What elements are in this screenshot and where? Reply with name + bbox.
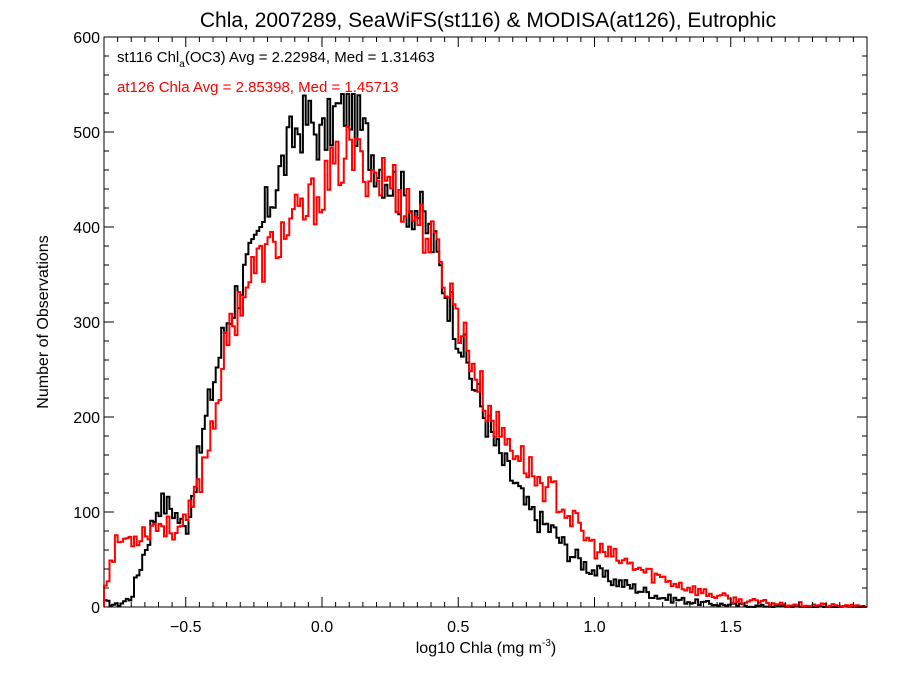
legend-st116: st116 Chla(OC3) Avg = 2.22984, Med = 1.3… bbox=[117, 49, 435, 70]
legend-st116-sub: a bbox=[179, 59, 185, 70]
x-axis-label: log10 Chla (mg m-3) bbox=[416, 638, 557, 657]
y-tick-label: 600 bbox=[73, 30, 100, 47]
y-tick-label: 500 bbox=[73, 125, 100, 142]
y-tick-label: 300 bbox=[73, 315, 100, 332]
y-tick-label: 0 bbox=[91, 600, 100, 617]
plot-area bbox=[103, 36, 868, 608]
series-line-st116 bbox=[103, 93, 867, 608]
x-axis-label-end: ) bbox=[551, 640, 556, 657]
x-tick-label: −0.5 bbox=[170, 619, 202, 636]
series-line-at126 bbox=[103, 125, 867, 608]
x-tick-label: 0.0 bbox=[311, 619, 333, 636]
x-axis-label-main: log10 Chla (mg m bbox=[416, 640, 542, 657]
y-tick-label: 100 bbox=[73, 505, 100, 522]
legend-st116-pre: st116 Chl bbox=[117, 49, 179, 66]
y-tick-label: 400 bbox=[73, 220, 100, 237]
x-axis-label-sup: -3 bbox=[542, 638, 551, 649]
axes-layer: −0.5 0.0 0.5 1.0 1.5 0 100 200 300 400 500 600 bbox=[73, 30, 867, 636]
series-layer bbox=[103, 93, 867, 608]
y-tick-label: 200 bbox=[73, 410, 100, 427]
plot-frame bbox=[103, 36, 868, 608]
y-axis-label: Number of Observations bbox=[35, 235, 52, 408]
x-tick-label: 1.5 bbox=[720, 619, 742, 636]
chart-title: Chla, 2007289, SeaWiFS(st116) & MODISA(a… bbox=[200, 9, 776, 32]
x-tick-label: 1.0 bbox=[583, 619, 605, 636]
legend-at126: at126 Chla Avg = 2.85398, Med = 1.45713 bbox=[117, 79, 399, 96]
x-tick-label: 0.5 bbox=[447, 619, 469, 636]
legend-st116-post: (OC3) Avg = 2.22984, Med = 1.31463 bbox=[185, 49, 435, 66]
